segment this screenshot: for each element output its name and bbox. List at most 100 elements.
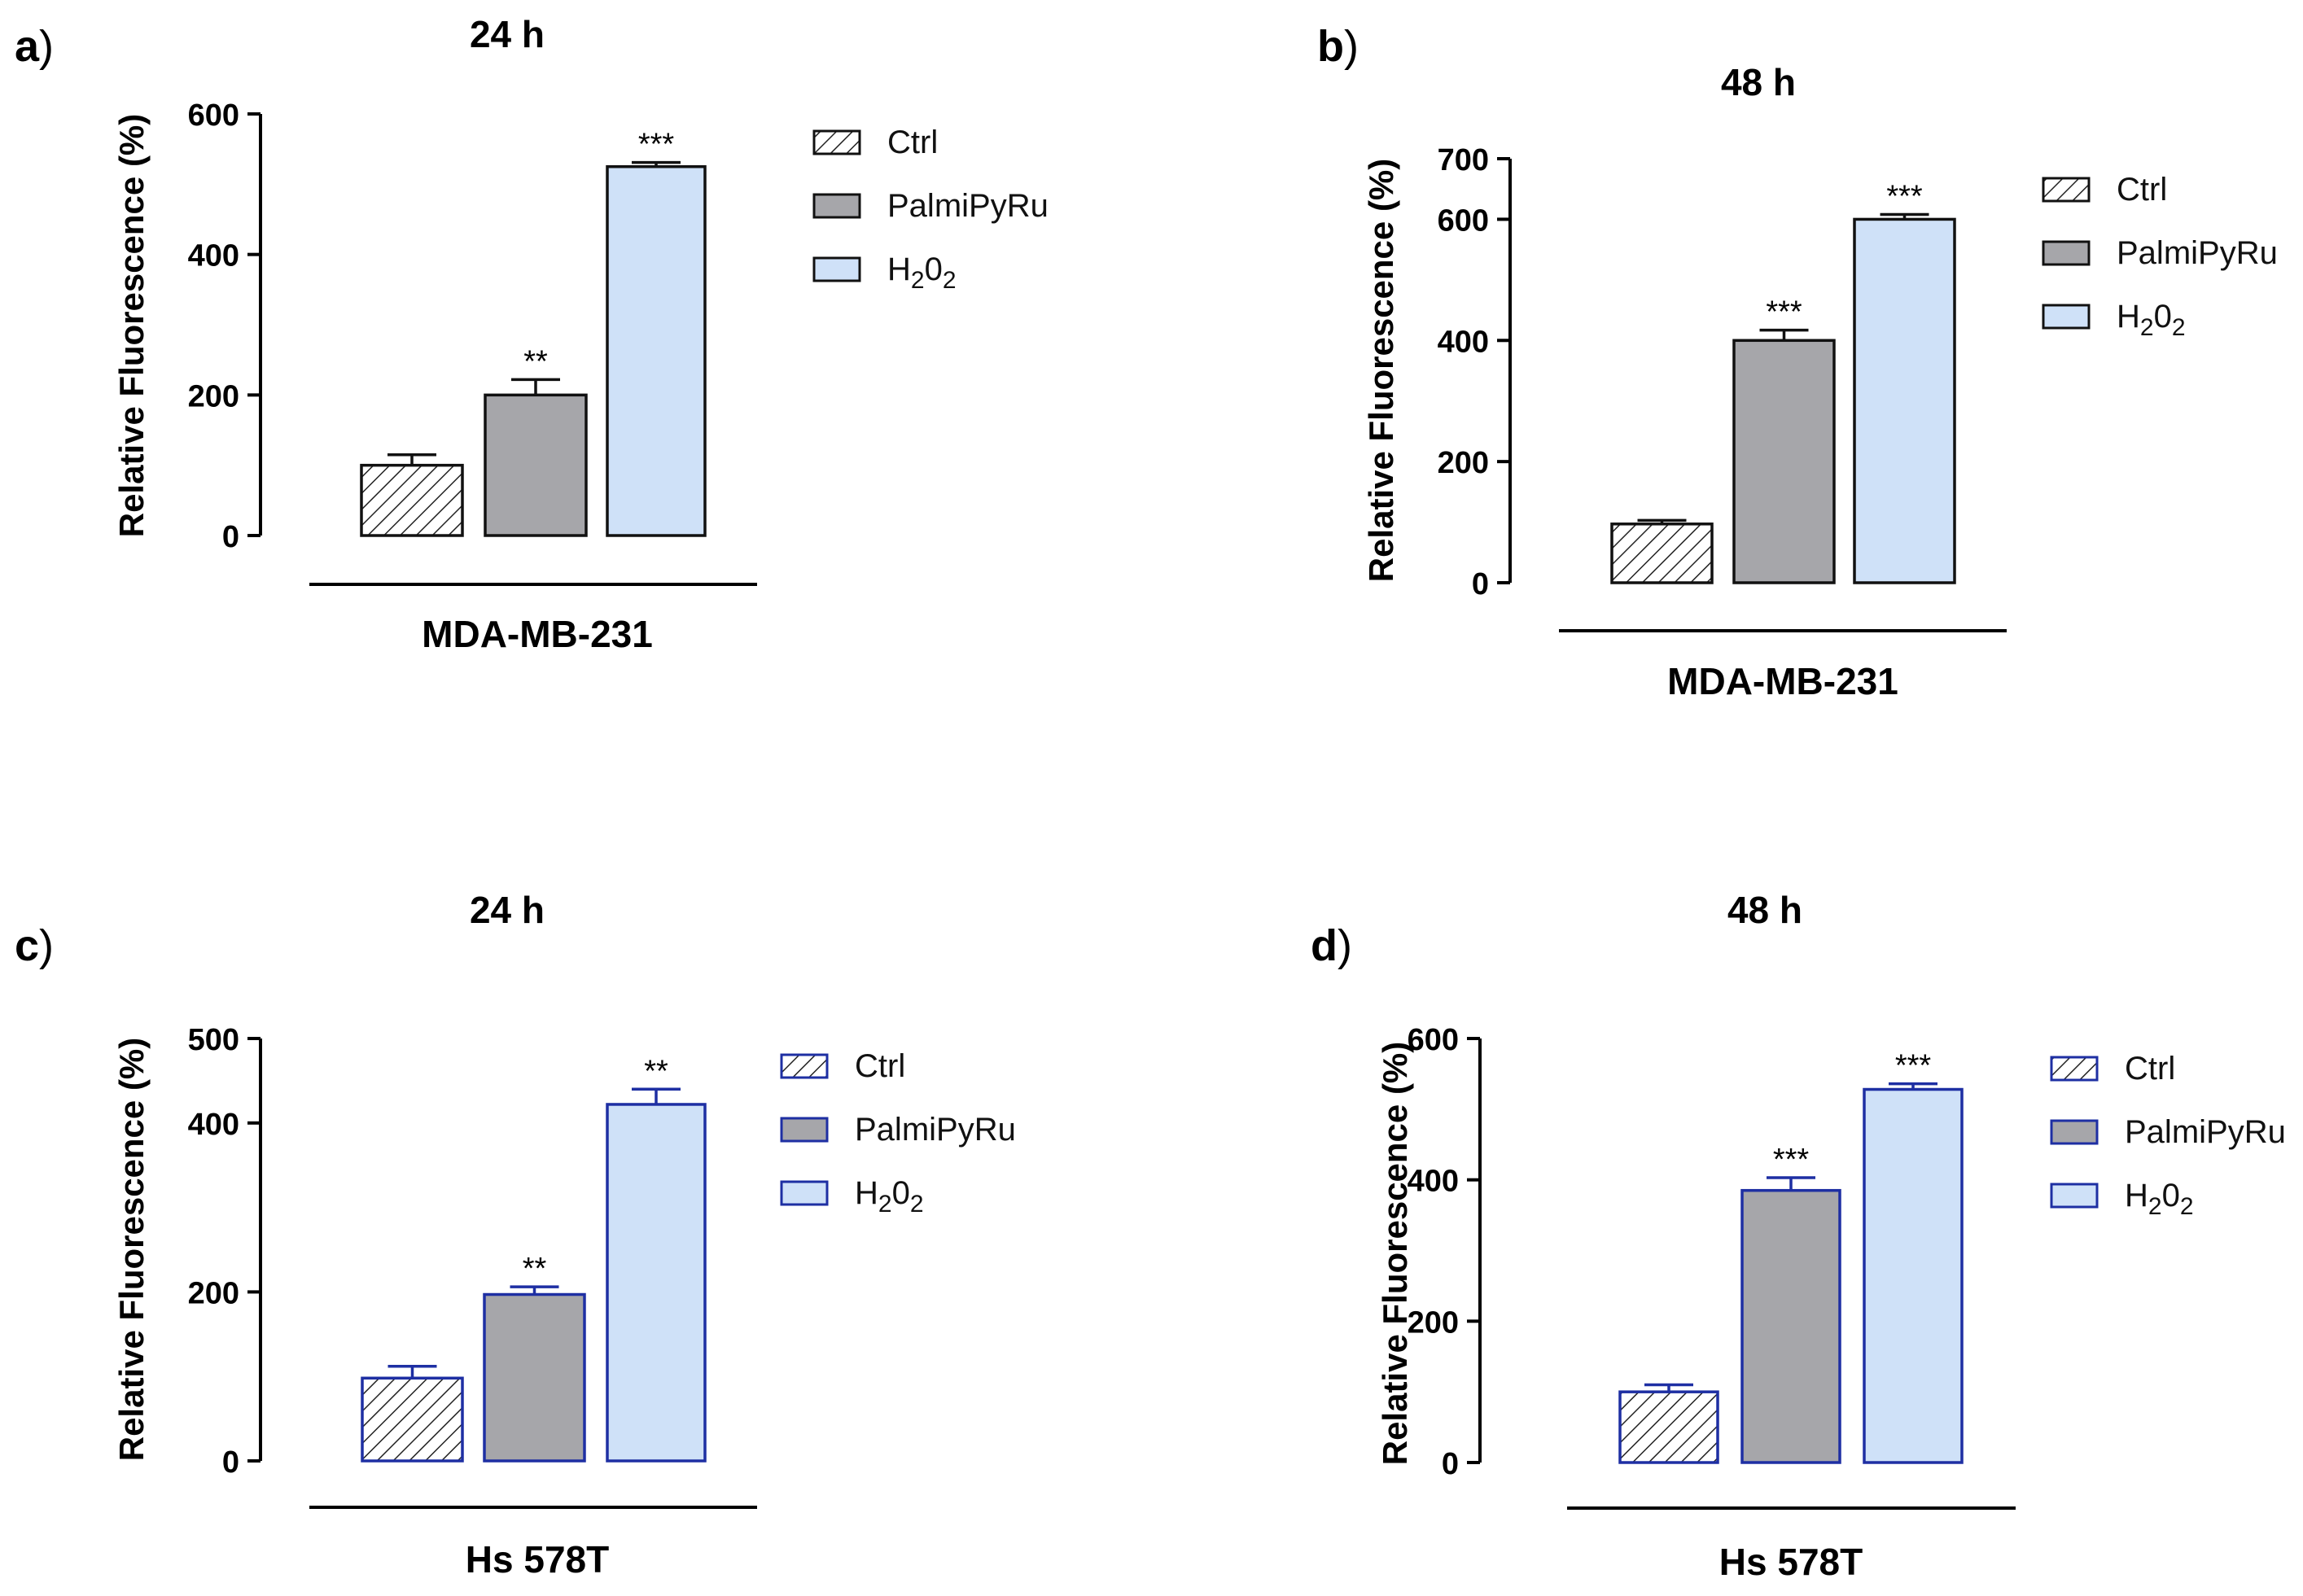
panel-b: b) 48 h 0 200 400 600 700 Relative Fluorescence…: [1317, 22, 2278, 702]
significance-label: **: [644, 1054, 668, 1088]
legend-label-text: PalmiPyRu: [2125, 1114, 2286, 1150]
legend-label: PalmiPyRu: [887, 188, 1049, 224]
bar-palmipyru: [1732, 339, 1836, 584]
bar-h2o2: [1863, 1087, 1964, 1464]
legend-swatch: [2042, 304, 2091, 330]
legend-subscript: 2: [2148, 1193, 2162, 1220]
significance-label: ***: [1886, 179, 1923, 213]
panel-letter-paren: ): [1344, 22, 1359, 71]
y-axis-label: Relative Fluorescence (%): [1376, 1042, 1414, 1466]
legend-swatch: [2042, 177, 2091, 203]
legend-label: H202: [2125, 1178, 2194, 1220]
bar-palmipyru: [483, 1292, 586, 1463]
significance-label: ***: [1766, 295, 1802, 330]
x-axis-label: MDA-MB-231: [1667, 660, 1898, 702]
legend-label-text: Ctrl: [2125, 1051, 2175, 1087]
significance-label: ***: [638, 128, 675, 162]
bar-palmipyru: [1740, 1188, 1841, 1464]
legend-label: Ctrl: [855, 1048, 905, 1084]
x-axis-label: Hs 578T: [466, 1538, 609, 1581]
panel-letter-paren: ): [1338, 921, 1352, 970]
legend-label-text: Ctrl: [887, 125, 938, 160]
legend-label: Ctrl: [2117, 172, 2167, 208]
significance-label: ***: [1773, 1143, 1810, 1177]
y-tick-label: 200: [188, 1276, 239, 1310]
legend-subscript: 2: [911, 267, 925, 294]
panel-letter-paren: ): [39, 921, 54, 970]
y-tick-label: 0: [1442, 1447, 1459, 1481]
chart-title: 24 h: [470, 889, 545, 931]
significance-label: **: [523, 1252, 547, 1286]
y-axis-label: Relative Fluorescence (%): [112, 1038, 151, 1462]
legend-swatch: [812, 129, 861, 155]
y-tick-label: 0: [1472, 567, 1489, 601]
chart-title: 48 h: [1721, 61, 1796, 103]
bar-palmipyru: [484, 393, 588, 537]
legend-label: PalmiPyRu: [2117, 235, 2278, 271]
chart-title: 24 h: [470, 13, 545, 55]
legend: Ctrl PalmiPyRu H202: [780, 1048, 1016, 1218]
legend-label-tail: 0: [2162, 1178, 2180, 1213]
bar-h2o2: [1853, 217, 1956, 584]
panel-letter: c): [15, 921, 54, 970]
legend-label-tail: 0: [925, 251, 943, 287]
legend-swatch: [812, 193, 861, 219]
panel-letter: d): [1311, 921, 1352, 970]
legend-swatch: [2050, 1119, 2099, 1145]
legend-label: Ctrl: [887, 125, 938, 160]
legend-label: H202: [855, 1175, 924, 1218]
y-tick-label: 700: [1438, 143, 1489, 177]
legend-subscript: 2: [878, 1191, 892, 1218]
legend-label: PalmiPyRu: [2125, 1114, 2286, 1150]
legend-label-text: PalmiPyRu: [855, 1112, 1016, 1148]
legend-swatch: [2042, 240, 2091, 266]
panel-letter: a): [15, 22, 54, 71]
legend-label-text: PalmiPyRu: [2117, 235, 2278, 271]
legend-label-text: PalmiPyRu: [887, 188, 1049, 224]
y-tick-label: 600: [1408, 1023, 1459, 1057]
panel-letter: b): [1317, 22, 1359, 71]
legend-swatch: [812, 256, 861, 282]
y-tick-label: 600: [1438, 203, 1489, 238]
x-axis-label: Hs 578T: [1719, 1541, 1863, 1583]
bar-h2o2: [606, 165, 707, 537]
legend-label: H202: [887, 251, 957, 294]
y-tick-label: 400: [1438, 325, 1489, 359]
legend-label-text: H: [887, 251, 911, 287]
legend-label-text: H: [2125, 1178, 2148, 1213]
x-axis-label: MDA-MB-231: [422, 613, 653, 655]
panel-letter-char: b: [1317, 22, 1344, 71]
significance-label: ***: [1895, 1049, 1932, 1083]
y-tick-label: 0: [222, 520, 239, 554]
y-tick-label: 400: [1408, 1165, 1459, 1199]
significance-label: **: [523, 344, 548, 378]
y-tick-label: 0: [222, 1445, 239, 1480]
legend-label-tail: 0: [2154, 299, 2172, 335]
legend-label-tail: 0: [892, 1175, 910, 1211]
panel-a: a) 24 h 0 200 400 600 Relative Fluorescence (%…: [15, 13, 1049, 655]
legend-swatch: [780, 1117, 829, 1143]
legend-label-text: H: [2117, 299, 2140, 335]
legend-subscript: 2: [910, 1191, 924, 1218]
y-tick-label: 400: [188, 1108, 239, 1142]
y-tick-label: 200: [1408, 1305, 1459, 1340]
y-axis-label: Relative Fluorescence (%): [112, 114, 151, 538]
panel-c: c) 24 h 0 200 400 500 Relative Fluorescence (%…: [15, 889, 1016, 1581]
legend-swatch: [780, 1053, 829, 1079]
legend-subscript: 2: [2180, 1193, 2194, 1220]
legend-swatch: [780, 1180, 829, 1206]
bar-ctrl: [361, 1376, 464, 1463]
legend-swatch: [2050, 1183, 2099, 1209]
legend-subscript: 2: [2140, 314, 2154, 341]
legend-subscript: 2: [943, 267, 957, 294]
bar-h2o2: [606, 1103, 707, 1463]
legend-label: PalmiPyRu: [855, 1112, 1016, 1148]
y-tick-label: 500: [188, 1023, 239, 1057]
y-axis-label: Relative Fluorescence (%): [1362, 159, 1400, 583]
bar-ctrl: [1618, 1390, 1719, 1464]
